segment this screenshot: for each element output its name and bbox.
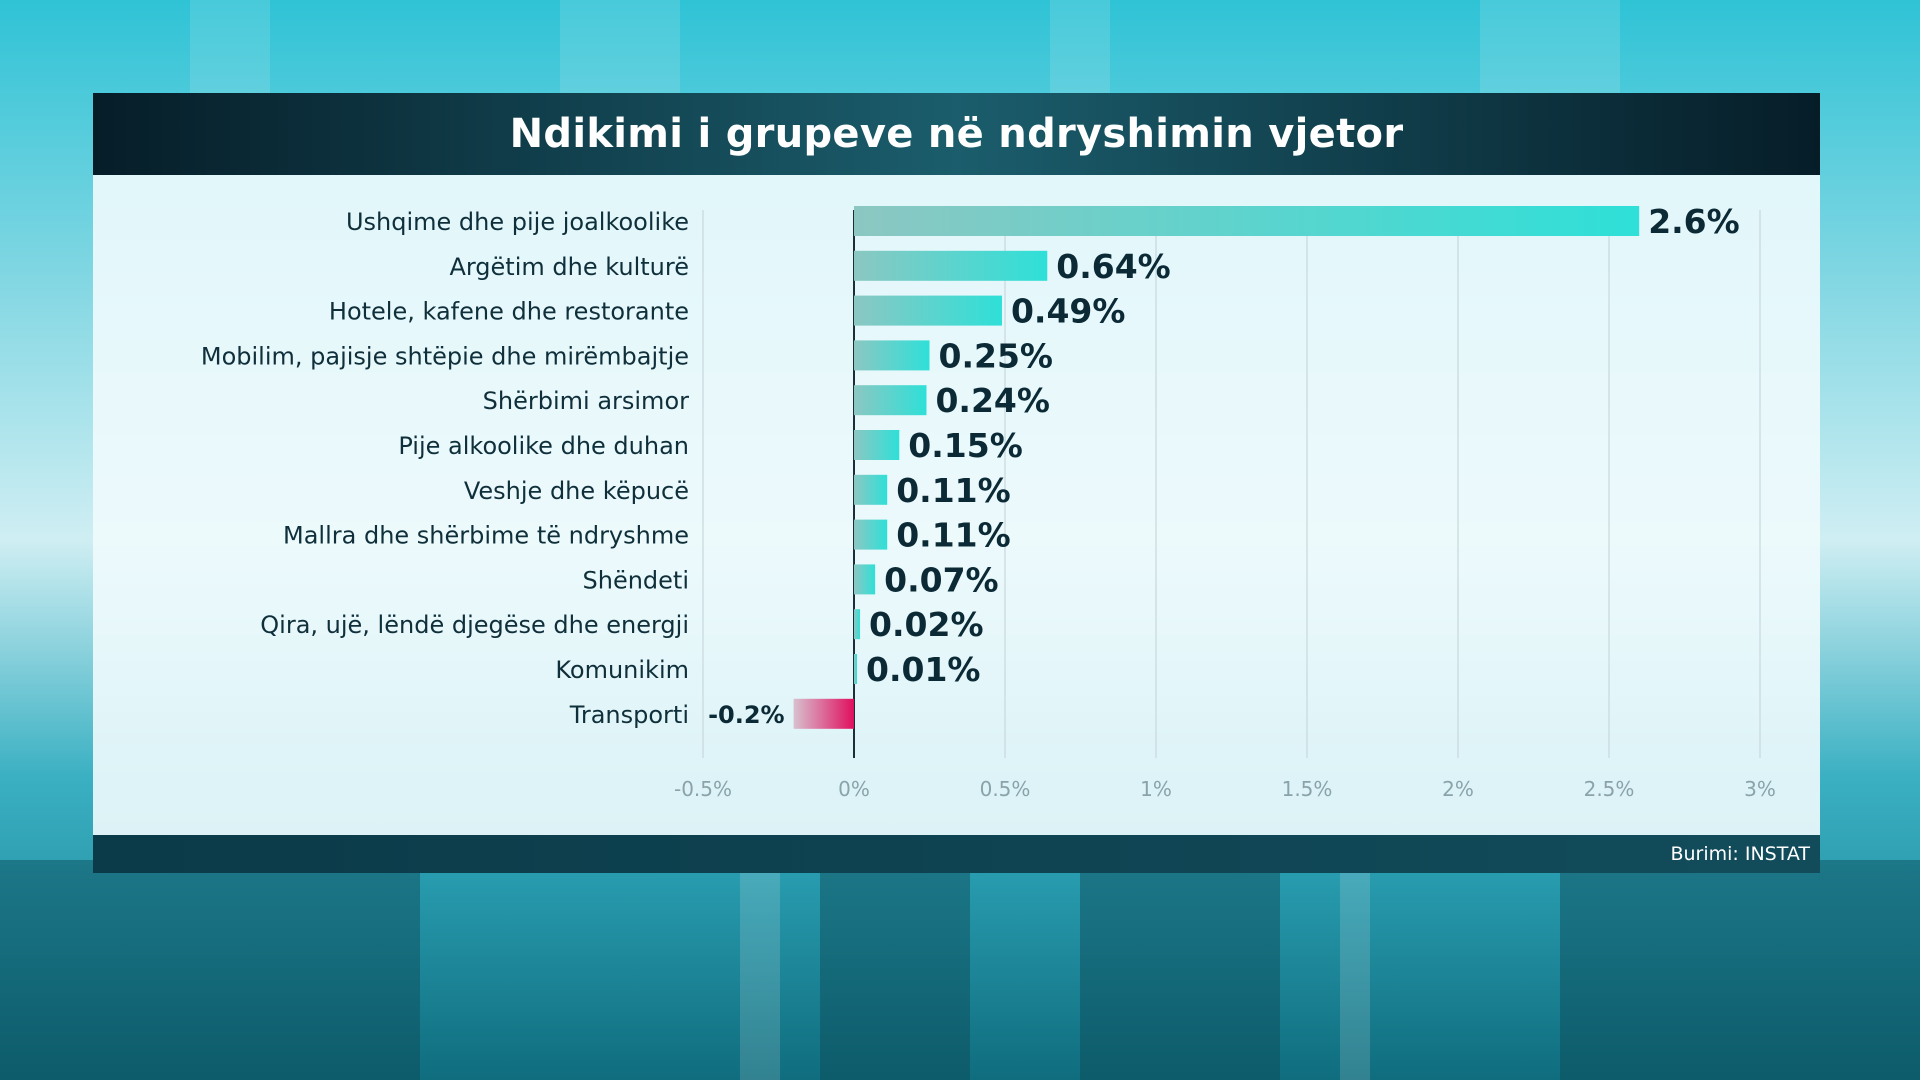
value-label: 0.49% xyxy=(1011,292,1126,331)
x-tick-label: 0.5% xyxy=(980,777,1031,801)
source-label: Burimi: INSTAT xyxy=(1670,843,1810,865)
x-tick-label: 2% xyxy=(1442,777,1474,801)
category-label: Transporti xyxy=(569,701,689,729)
category-label: Pije alkoolike dhe duhan xyxy=(398,432,689,460)
chart-area: -0.5% 0% 0.5% 1% 1.5% 2% 2.5% 3% Ushqime dhe pij… xyxy=(93,175,1820,835)
x-tick-label: 1.5% xyxy=(1282,777,1333,801)
footer-bar: Burimi: INSTAT xyxy=(93,835,1820,873)
background-slab xyxy=(740,860,780,1080)
value-label: 0.15% xyxy=(908,426,1023,465)
title-bar: Ndikimi i grupeve në ndryshimin vjetor xyxy=(93,93,1820,175)
bar xyxy=(854,654,858,684)
background-slab xyxy=(1560,860,1920,1080)
bar xyxy=(854,206,1640,236)
bar xyxy=(854,474,888,505)
value-label: 0.01% xyxy=(866,650,981,689)
background-slab xyxy=(820,860,970,1080)
bar-chart: -0.5% 0% 0.5% 1% 1.5% 2% 2.5% 3% Ushqime dhe pij… xyxy=(201,202,1776,801)
value-label: 2.6% xyxy=(1648,202,1740,241)
value-label: 0.11% xyxy=(896,516,1011,555)
background-slab xyxy=(1340,860,1370,1080)
x-tick-label: 1% xyxy=(1140,777,1172,801)
chart-panel: Ndikimi i grupeve në ndryshimin vjetor -… xyxy=(93,93,1820,873)
bar xyxy=(854,609,861,640)
value-label: 0.24% xyxy=(935,381,1050,420)
value-label: 0.02% xyxy=(869,605,984,644)
bar xyxy=(854,430,900,460)
x-tick-label: 0% xyxy=(838,777,870,801)
value-label: 0.25% xyxy=(939,336,1054,375)
bar xyxy=(854,295,1002,326)
category-label: Qira, ujë, lëndë djegëse dhe energji xyxy=(260,611,689,639)
bar xyxy=(854,519,888,550)
category-label: Komunikim xyxy=(555,656,689,684)
category-label: Argëtim dhe kulturë xyxy=(449,253,689,281)
category-label: Mobilim, pajisje shtëpie dhe mirëmbajtje xyxy=(201,342,689,370)
category-label: Shëndeti xyxy=(583,566,690,594)
category-label: Ushqime dhe pije joalkoolike xyxy=(346,208,689,236)
value-label: 0.07% xyxy=(884,560,999,599)
bar xyxy=(854,564,876,595)
chart-title: Ndikimi i grupeve në ndryshimin vjetor xyxy=(509,111,1404,157)
category-label: Veshje dhe këpucë xyxy=(464,477,689,505)
category-label: Mallra dhe shërbime të ndryshme xyxy=(283,522,689,550)
background-floor xyxy=(0,860,1920,1080)
x-tick-label: 3% xyxy=(1744,777,1776,801)
x-tick-label: 2.5% xyxy=(1584,777,1635,801)
bar xyxy=(854,385,927,416)
x-tick-label: -0.5% xyxy=(674,777,732,801)
background-slab xyxy=(0,860,420,1080)
bar xyxy=(854,340,930,371)
bar xyxy=(793,698,854,729)
value-label: 0.11% xyxy=(896,471,1011,510)
background-slab xyxy=(1080,860,1280,1080)
category-label: Shërbimi arsimor xyxy=(483,387,689,415)
category-label: Hotele, kafene dhe restorante xyxy=(329,298,689,326)
value-label: -0.2% xyxy=(708,701,785,729)
bar xyxy=(854,250,1048,281)
value-label: 0.64% xyxy=(1056,247,1171,286)
